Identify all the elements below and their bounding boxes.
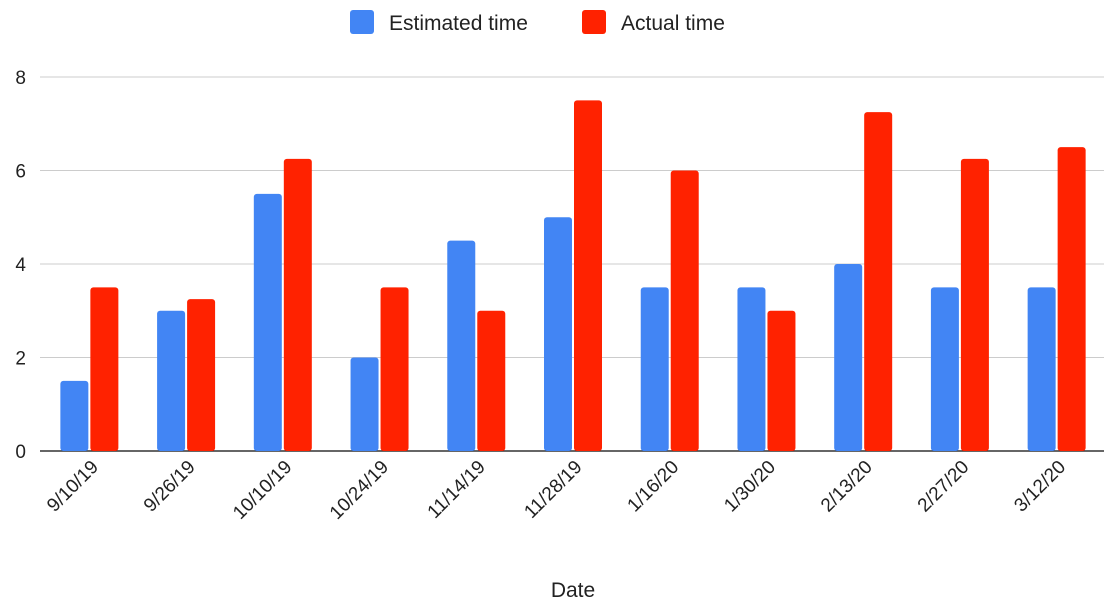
y-axis-tick-labels: 0 2 4 6 8	[15, 68, 26, 463]
bar-actual-time-2[interactable]	[283, 158, 312, 451]
x-tick-label-0: 9/10/19	[43, 457, 103, 517]
gridlines	[40, 76, 1104, 452]
x-tick-label-4: 11/14/19	[424, 457, 490, 523]
x-tick-label-6: 1/16/20	[624, 457, 684, 517]
bar-actual-time-5[interactable]	[574, 100, 602, 451]
y-tick-label-8: 8	[15, 68, 26, 89]
bar-actual-time-1[interactable]	[187, 299, 216, 451]
bar-actual-time-10[interactable]	[1057, 147, 1086, 451]
x-tick-label-9: 2/27/20	[914, 457, 974, 517]
bar-estimated-time-1[interactable]	[157, 310, 186, 451]
bar-estimated-time-6[interactable]	[640, 287, 669, 451]
x-tick-label-8: 2/13/20	[817, 457, 877, 517]
y-tick-label-0: 0	[15, 442, 26, 463]
x-axis-tick-labels: 9/10/19 9/26/19 10/10/19 10/24/19 11/14/19 11…	[43, 457, 1070, 524]
x-tick-label-2: 10/10/19	[229, 457, 296, 524]
bar-estimated-time-5[interactable]	[544, 217, 572, 451]
y-tick-label-2: 2	[15, 349, 26, 370]
bar-actual-time-9[interactable]	[960, 158, 989, 451]
bar-estimated-time-7[interactable]	[737, 287, 766, 451]
bar-actual-time-3[interactable]	[380, 287, 409, 451]
bar-actual-time-6[interactable]	[670, 170, 699, 452]
x-axis-title: Date	[551, 579, 595, 601]
y-tick-label-4: 4	[15, 255, 26, 276]
bar-estimated-time-2[interactable]	[253, 193, 282, 451]
legend-label-estimated-time: Estimated time	[389, 12, 528, 35]
bar-estimated-time-8[interactable]	[834, 264, 863, 451]
y-tick-label-6: 6	[15, 162, 26, 183]
x-tick-label-10: 3/12/20	[1010, 457, 1070, 517]
legend: Estimated time Actual time	[350, 10, 725, 35]
bar-actual-time-4[interactable]	[477, 310, 506, 451]
legend-swatch-estimated-time[interactable]	[350, 10, 374, 34]
legend-swatch-actual-time[interactable]	[582, 10, 606, 34]
bar-estimated-time-10[interactable]	[1027, 287, 1056, 451]
bar-actual-time-8[interactable]	[864, 112, 893, 451]
bar-actual-time-0[interactable]	[90, 287, 119, 451]
bar-actual-time-7[interactable]	[767, 310, 796, 451]
x-tick-label-7: 1/30/20	[720, 457, 780, 517]
legend-label-actual-time: Actual time	[621, 12, 725, 35]
bar-estimated-time-4[interactable]	[447, 240, 476, 451]
bar-estimated-time-0[interactable]	[60, 380, 89, 451]
bars	[60, 100, 1086, 452]
bar-estimated-time-9[interactable]	[930, 287, 959, 451]
x-tick-label-1: 9/26/19	[140, 457, 200, 517]
x-tick-label-5: 11/28/19	[520, 457, 586, 523]
x-tick-label-3: 10/24/19	[326, 457, 393, 524]
bar-estimated-time-3[interactable]	[350, 357, 379, 452]
